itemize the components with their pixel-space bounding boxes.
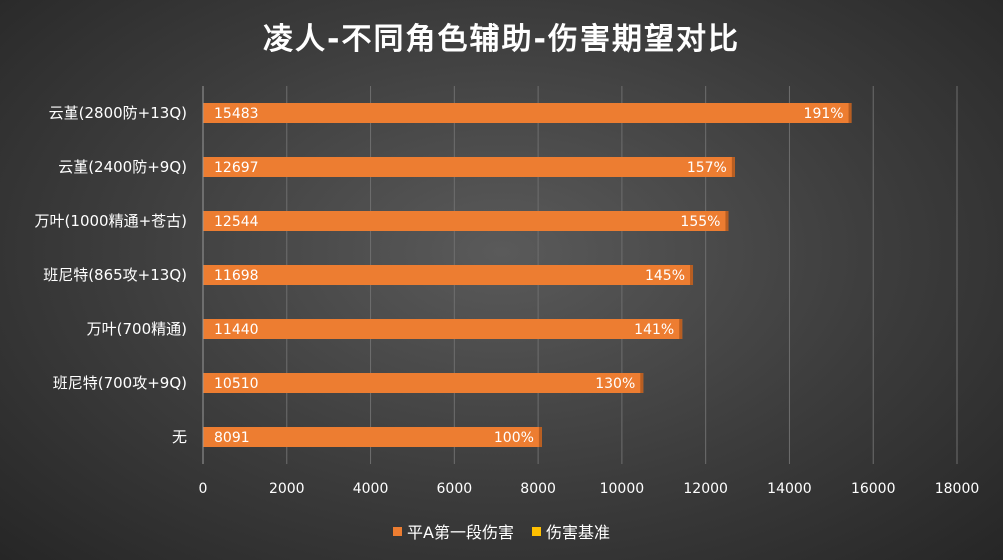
bar bbox=[203, 319, 683, 339]
legend-label-damage: 平A第一段伤害 bbox=[407, 523, 514, 542]
category-label: 万叶(1000精通+苍古) bbox=[35, 212, 187, 230]
legend: 平A第一段伤害 伤害基准 bbox=[0, 519, 1003, 543]
axes: 0 2000 4000 6000 8000 10000 12000 14000 16000 180… bbox=[35, 86, 980, 497]
bar-edge bbox=[725, 211, 729, 231]
x-tick-label: 16000 bbox=[851, 481, 896, 497]
bar-percent-label: 157% bbox=[687, 160, 727, 176]
x-tick-label: 8000 bbox=[520, 481, 556, 497]
x-tick-label: 2000 bbox=[269, 481, 305, 497]
bar-value-label: 8091 bbox=[214, 430, 250, 446]
x-tick-label: 12000 bbox=[683, 481, 728, 497]
bar-value-label: 15483 bbox=[214, 106, 259, 122]
bar bbox=[203, 211, 729, 231]
bar-edge bbox=[640, 373, 644, 393]
x-tick-label: 0 bbox=[199, 481, 208, 497]
bar bbox=[203, 265, 694, 285]
category-label: 万叶(700精通) bbox=[87, 320, 187, 338]
x-tick-label: 18000 bbox=[935, 481, 980, 497]
bar bbox=[203, 427, 542, 447]
bar-value-label: 12697 bbox=[214, 160, 259, 176]
bar-edge bbox=[538, 427, 542, 447]
bar-value-label: 11440 bbox=[214, 322, 259, 338]
category-label: 班尼特(865攻+13Q) bbox=[43, 266, 187, 284]
x-tick-label: 4000 bbox=[353, 481, 389, 497]
bar bbox=[203, 103, 852, 123]
bar-percent-label: 191% bbox=[804, 106, 844, 122]
bar bbox=[203, 157, 735, 177]
bar-edge bbox=[731, 157, 735, 177]
bar-percent-label: 145% bbox=[645, 268, 685, 284]
legend-label-baseline: 伤害基准 bbox=[545, 523, 610, 542]
bar-percent-label: 130% bbox=[595, 376, 635, 392]
bar-edge bbox=[679, 319, 683, 339]
chart-title: 凌人-不同角色辅助-伤害期望对比 bbox=[263, 22, 740, 57]
bar-percent-label: 155% bbox=[680, 214, 720, 230]
x-tick-label: 10000 bbox=[600, 481, 645, 497]
category-label: 云堇(2800防+13Q) bbox=[49, 104, 187, 122]
category-label: 班尼特(700攻+9Q) bbox=[53, 374, 187, 392]
legend-swatch-baseline bbox=[531, 526, 541, 536]
legend-swatch-damage bbox=[393, 526, 403, 536]
legend-item-baseline: 伤害基准 bbox=[531, 519, 610, 543]
legend-item-damage: 平A第一段伤害 bbox=[393, 519, 514, 543]
bars: 15483 191% 12697 157% 12544 155% 11698 145% 1144… bbox=[203, 103, 852, 447]
category-label: 云堇(2400防+9Q) bbox=[58, 158, 187, 176]
bar-value-label: 12544 bbox=[214, 214, 259, 230]
bar-percent-label: 141% bbox=[634, 322, 674, 338]
bar bbox=[203, 373, 644, 393]
bar-edge bbox=[848, 103, 852, 123]
bar-value-label: 10510 bbox=[214, 376, 259, 392]
bar-edge bbox=[690, 265, 694, 285]
bar-value-label: 11698 bbox=[214, 268, 259, 284]
x-tick-label: 14000 bbox=[767, 481, 812, 497]
bar-percent-label: 100% bbox=[494, 430, 534, 446]
category-label: 无 bbox=[172, 428, 187, 446]
x-tick-label: 6000 bbox=[437, 481, 473, 497]
